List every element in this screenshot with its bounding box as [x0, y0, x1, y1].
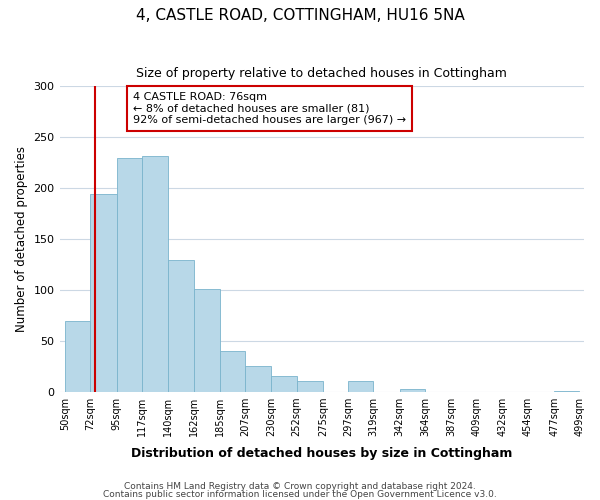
Bar — [142, 156, 169, 392]
Bar — [400, 390, 425, 392]
Bar — [91, 194, 117, 392]
X-axis label: Distribution of detached houses by size in Cottingham: Distribution of detached houses by size … — [131, 447, 512, 460]
Text: 4 CASTLE ROAD: 76sqm
← 8% of detached houses are smaller (81)
92% of semi-detach: 4 CASTLE ROAD: 76sqm ← 8% of detached ho… — [133, 92, 406, 125]
Bar — [245, 366, 271, 392]
Bar — [65, 321, 91, 392]
Y-axis label: Number of detached properties: Number of detached properties — [15, 146, 28, 332]
Bar — [117, 158, 142, 392]
Bar — [554, 390, 580, 392]
Bar — [296, 382, 323, 392]
Text: 4, CASTLE ROAD, COTTINGHAM, HU16 5NA: 4, CASTLE ROAD, COTTINGHAM, HU16 5NA — [136, 8, 464, 22]
Bar — [271, 376, 296, 392]
Text: Contains HM Land Registry data © Crown copyright and database right 2024.: Contains HM Land Registry data © Crown c… — [124, 482, 476, 491]
Title: Size of property relative to detached houses in Cottingham: Size of property relative to detached ho… — [136, 68, 507, 80]
Bar — [169, 260, 194, 392]
Bar — [348, 382, 373, 392]
Bar — [194, 288, 220, 392]
Bar — [220, 351, 245, 392]
Text: Contains public sector information licensed under the Open Government Licence v3: Contains public sector information licen… — [103, 490, 497, 499]
